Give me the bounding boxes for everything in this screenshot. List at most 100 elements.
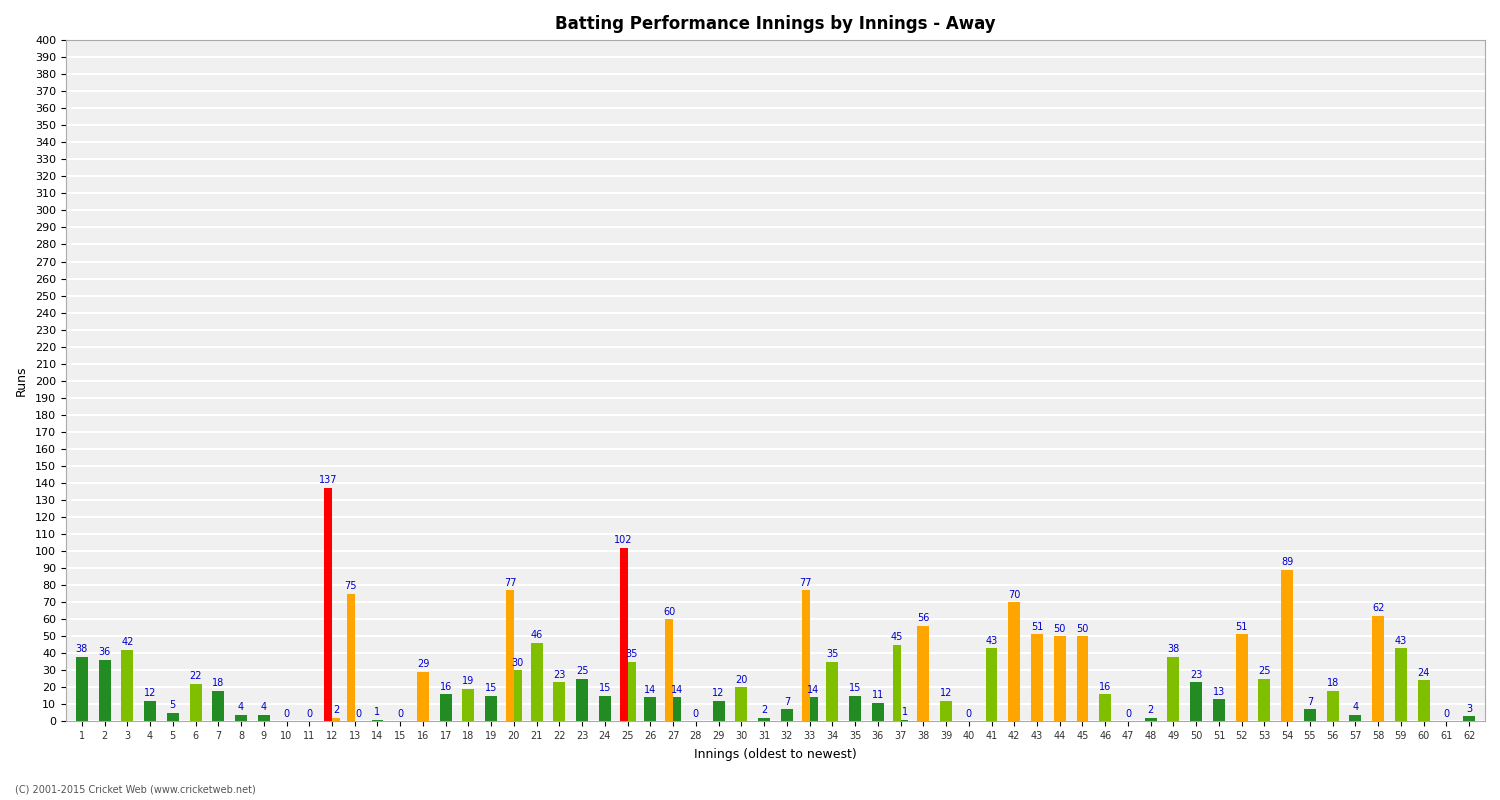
Bar — [1236, 634, 1248, 722]
Bar — [213, 690, 225, 722]
Text: 1: 1 — [375, 707, 381, 717]
Text: 14: 14 — [670, 685, 682, 695]
Text: 35: 35 — [827, 649, 839, 659]
Text: 70: 70 — [1008, 590, 1020, 599]
Text: 16: 16 — [1100, 682, 1112, 691]
Text: 11: 11 — [871, 690, 883, 700]
Bar — [189, 684, 201, 722]
Bar — [1326, 690, 1338, 722]
Text: 25: 25 — [576, 666, 588, 676]
Bar — [918, 626, 928, 722]
Bar — [506, 590, 515, 722]
Bar — [144, 701, 156, 722]
Text: 14: 14 — [807, 685, 819, 695]
Bar — [620, 548, 627, 722]
Bar — [1100, 694, 1112, 722]
Bar — [1030, 634, 1042, 722]
Title: Batting Performance Innings by Innings - Away: Batting Performance Innings by Innings -… — [555, 15, 996, 33]
Bar — [258, 714, 270, 722]
Text: 3: 3 — [1466, 704, 1472, 714]
Text: 18: 18 — [1326, 678, 1340, 688]
Text: 2: 2 — [760, 706, 766, 715]
Bar — [372, 720, 384, 722]
Text: 7: 7 — [783, 697, 790, 707]
Text: 22: 22 — [189, 671, 202, 682]
Text: 0: 0 — [966, 709, 972, 718]
Bar — [122, 650, 134, 722]
Bar — [76, 657, 88, 722]
Text: 24: 24 — [1418, 668, 1430, 678]
Text: 2: 2 — [333, 706, 339, 715]
Bar — [1190, 682, 1202, 722]
Text: 45: 45 — [891, 632, 903, 642]
Text: 0: 0 — [1443, 709, 1449, 718]
Bar — [514, 670, 522, 722]
Text: 12: 12 — [144, 688, 156, 698]
Text: 0: 0 — [1125, 709, 1131, 718]
Text: 5: 5 — [170, 700, 176, 710]
Text: 60: 60 — [663, 606, 675, 617]
Bar — [166, 713, 178, 722]
Bar — [986, 648, 998, 722]
Text: 14: 14 — [645, 685, 657, 695]
Bar — [712, 701, 724, 722]
Text: 29: 29 — [417, 659, 429, 670]
Text: 77: 77 — [504, 578, 516, 588]
Text: 102: 102 — [615, 535, 633, 545]
Text: 137: 137 — [320, 475, 338, 486]
Text: 25: 25 — [1258, 666, 1270, 676]
Bar — [99, 660, 111, 722]
Bar — [627, 662, 636, 722]
Text: 12: 12 — [940, 688, 952, 698]
Bar — [417, 672, 429, 722]
Bar — [782, 710, 794, 722]
Text: (C) 2001-2015 Cricket Web (www.cricketweb.net): (C) 2001-2015 Cricket Web (www.cricketwe… — [15, 784, 255, 794]
Bar — [664, 619, 674, 722]
Bar — [735, 687, 747, 722]
Text: 36: 36 — [99, 647, 111, 658]
Text: 62: 62 — [1372, 603, 1384, 613]
Bar — [1462, 716, 1474, 722]
Bar — [324, 488, 332, 722]
Text: 12: 12 — [712, 688, 724, 698]
Text: 15: 15 — [849, 683, 861, 694]
Text: 30: 30 — [512, 658, 524, 668]
Text: 18: 18 — [211, 678, 225, 688]
Bar — [827, 662, 839, 722]
Text: 0: 0 — [398, 709, 404, 718]
Bar — [645, 698, 657, 722]
Y-axis label: Runs: Runs — [15, 366, 28, 396]
Bar — [892, 645, 900, 722]
Text: 4: 4 — [238, 702, 244, 712]
Bar — [900, 720, 909, 722]
Text: 15: 15 — [484, 683, 498, 694]
Bar — [1418, 681, 1430, 722]
Bar — [440, 694, 452, 722]
Text: 1: 1 — [902, 707, 908, 717]
Bar — [810, 698, 818, 722]
Text: 89: 89 — [1281, 558, 1293, 567]
Text: 43: 43 — [1395, 635, 1407, 646]
Bar — [484, 696, 496, 722]
Bar — [674, 698, 681, 722]
Text: 38: 38 — [75, 644, 88, 654]
Bar — [576, 678, 588, 722]
Text: 77: 77 — [800, 578, 812, 588]
Text: 0: 0 — [284, 709, 290, 718]
Bar — [801, 590, 810, 722]
Text: 15: 15 — [598, 683, 610, 694]
Text: 7: 7 — [1306, 697, 1312, 707]
Text: 51: 51 — [1030, 622, 1042, 632]
Bar — [1054, 636, 1065, 722]
Text: 19: 19 — [462, 677, 474, 686]
Text: 50: 50 — [1077, 624, 1089, 634]
Text: 0: 0 — [306, 709, 312, 718]
Bar — [236, 714, 248, 722]
Text: 50: 50 — [1053, 624, 1066, 634]
Bar — [598, 696, 610, 722]
Bar — [1167, 657, 1179, 722]
Text: 13: 13 — [1214, 686, 1225, 697]
Bar — [758, 718, 770, 722]
Bar — [1372, 616, 1384, 722]
Bar — [1077, 636, 1089, 722]
